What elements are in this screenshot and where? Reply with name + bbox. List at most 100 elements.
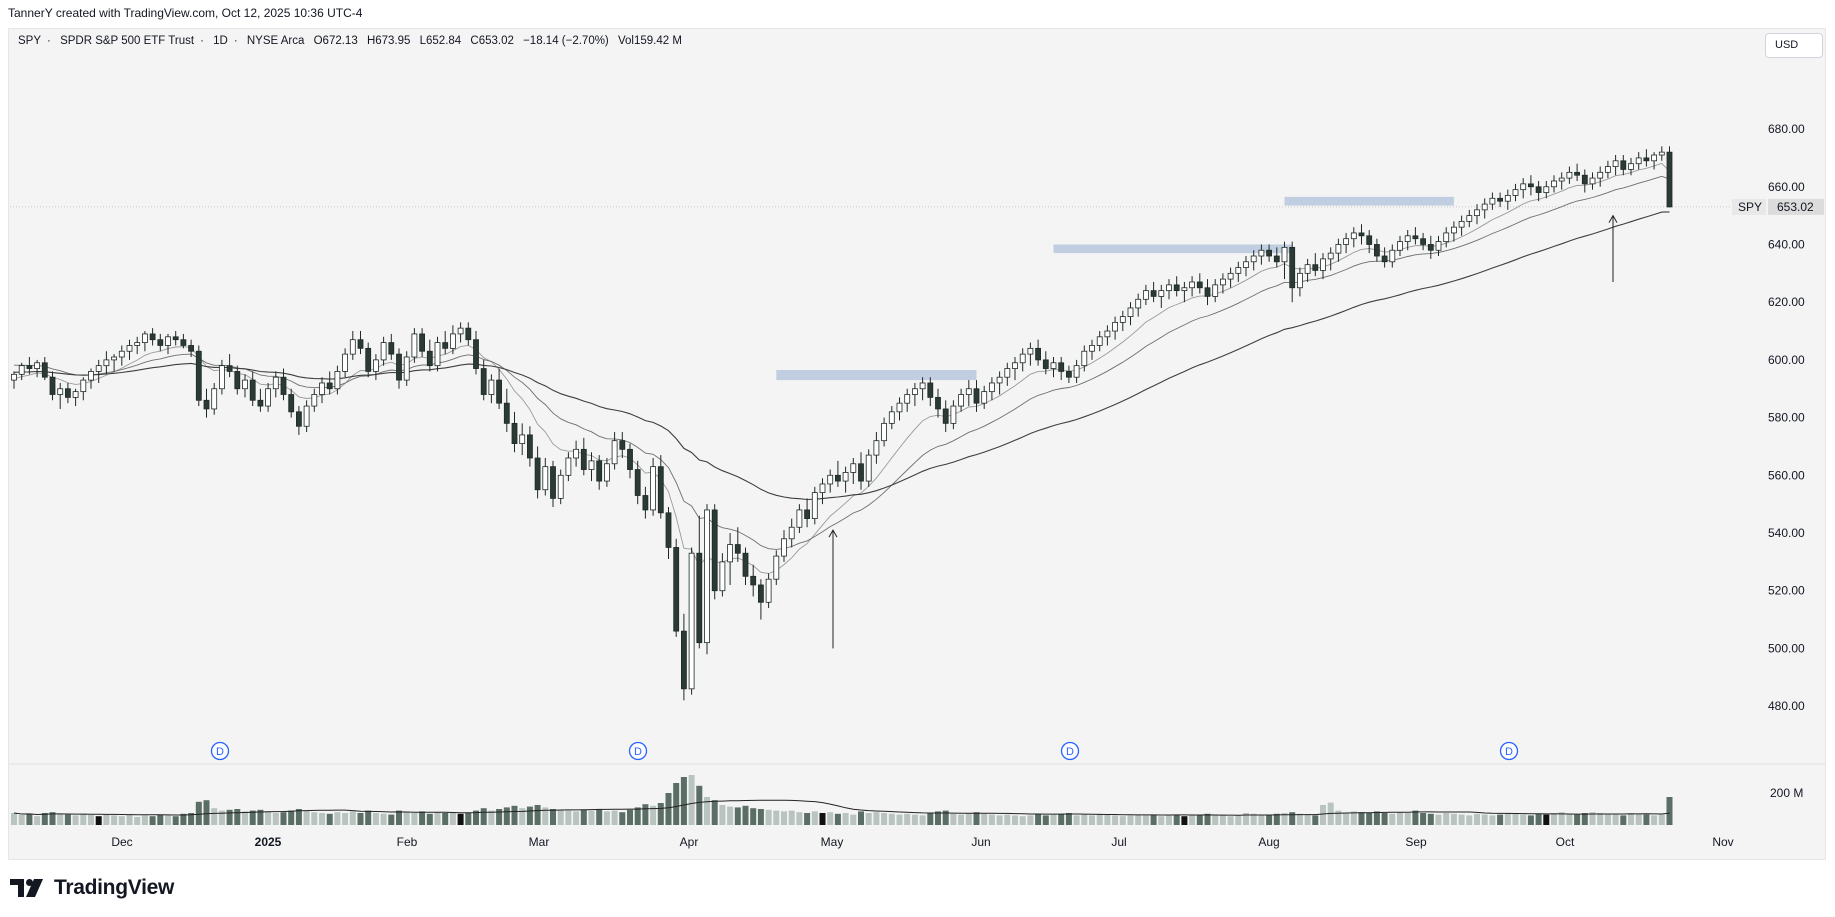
candle-body xyxy=(26,365,33,369)
candle-body xyxy=(1235,267,1242,274)
candle-body xyxy=(88,371,94,381)
candle-body xyxy=(165,336,171,346)
volume-bar xyxy=(519,808,526,825)
candle-body xyxy=(1520,183,1527,191)
candle-body xyxy=(619,440,626,450)
candle-body xyxy=(1073,365,1080,378)
volume-bar xyxy=(827,812,834,825)
volume-bar xyxy=(1604,813,1611,825)
candle-body xyxy=(11,373,17,381)
price-axis[interactable]: 480.00 500.00 520.00 540.00 560.00 580.00 600.… xyxy=(1768,122,1805,713)
candle-body xyxy=(365,347,372,372)
candle-body xyxy=(272,376,279,390)
currency-button[interactable]: USD xyxy=(1765,33,1823,58)
volume-bar xyxy=(480,808,487,825)
volume-bar xyxy=(1658,814,1665,825)
volume-bar xyxy=(742,805,749,825)
candle-body xyxy=(1620,160,1627,170)
volume-bar xyxy=(388,814,395,825)
volume-bar xyxy=(781,811,787,825)
volume-bar xyxy=(850,814,857,825)
candle-body xyxy=(1173,284,1180,292)
volume-bar xyxy=(1497,814,1504,825)
volume-bar xyxy=(488,810,495,825)
volume-bar xyxy=(149,816,156,825)
volume-bar xyxy=(357,813,364,825)
volume-bar xyxy=(711,800,718,825)
candle-body xyxy=(1058,362,1065,372)
candle-body xyxy=(1374,244,1380,257)
candle-body xyxy=(642,495,649,511)
candle-body xyxy=(1127,307,1134,318)
volume-bar xyxy=(873,812,880,825)
volume-bar xyxy=(1235,815,1242,825)
volume-bar xyxy=(642,804,649,825)
candle-body xyxy=(149,333,156,341)
volume-bar xyxy=(804,813,811,825)
candle-body xyxy=(773,555,780,580)
candle-body xyxy=(819,483,826,494)
candle-body xyxy=(1335,244,1342,254)
volume-bar xyxy=(303,810,310,825)
candle-body xyxy=(888,411,895,424)
volume-bar xyxy=(996,815,1003,825)
volume-bar xyxy=(580,809,587,825)
candle-body xyxy=(758,584,764,603)
chart-pane[interactable] xyxy=(8,28,1826,860)
volume-bar xyxy=(1112,815,1119,825)
candle-body xyxy=(711,509,718,592)
tradingview-logo[interactable]: TradingView xyxy=(10,876,174,900)
volume-bar xyxy=(80,813,87,825)
candle-body xyxy=(850,463,857,473)
volume-bar xyxy=(1481,814,1488,825)
volume-bar xyxy=(935,811,941,825)
volume-bar xyxy=(796,812,803,825)
candle-body xyxy=(457,327,464,335)
volume-bar xyxy=(1196,814,1203,825)
volume-bar xyxy=(1520,814,1527,825)
candle-body xyxy=(511,422,518,444)
volume-bar xyxy=(396,810,402,825)
candle-body xyxy=(18,365,25,375)
volume-bar xyxy=(1119,816,1126,825)
candle-body xyxy=(388,342,395,355)
candle-body xyxy=(426,350,433,367)
candle-body xyxy=(349,339,356,355)
volume-bar xyxy=(118,816,125,825)
volume-bar xyxy=(911,814,918,825)
volume-bar xyxy=(1081,814,1088,825)
volume-bar xyxy=(1281,813,1288,825)
volume-bar xyxy=(311,812,318,825)
candle-body xyxy=(604,463,610,482)
candle-body xyxy=(842,472,849,482)
candle-body xyxy=(1135,298,1142,309)
legend-name: SPDR S&P 500 ETF Trust xyxy=(60,35,195,47)
candle-body xyxy=(1366,235,1373,245)
volume-bar xyxy=(1089,815,1095,825)
volume-bar xyxy=(942,810,949,825)
volume-bar xyxy=(1412,810,1419,825)
volume-bar xyxy=(904,813,911,825)
legend-high: H673.95 xyxy=(366,35,411,47)
candle-body xyxy=(1666,151,1673,208)
candle-body xyxy=(634,469,641,496)
volume-bar xyxy=(272,813,279,825)
volume-bar xyxy=(1389,813,1396,825)
volume-bar xyxy=(588,810,595,825)
candle-body xyxy=(596,460,603,482)
volume-bar xyxy=(627,809,633,825)
volume-axis-label: 200 M xyxy=(1770,786,1803,800)
candle-body xyxy=(950,405,957,424)
volume-bar xyxy=(534,805,541,825)
candle-body xyxy=(1019,353,1026,364)
symbol-legend[interactable]: SPY · SPDR S&P 500 ETF Trust · 1D · NYSE Ar… xyxy=(18,35,688,47)
time-axis[interactable]: Dec 2025 Feb Mar Apr May Jun Jul Aug Sep Oct Nov xyxy=(111,835,1733,849)
candle-body xyxy=(942,408,949,424)
candle-body xyxy=(280,376,287,395)
candle-body xyxy=(550,466,556,499)
candle-body xyxy=(1042,359,1049,369)
volume-bar xyxy=(57,813,64,825)
volume-bar xyxy=(1042,815,1049,825)
